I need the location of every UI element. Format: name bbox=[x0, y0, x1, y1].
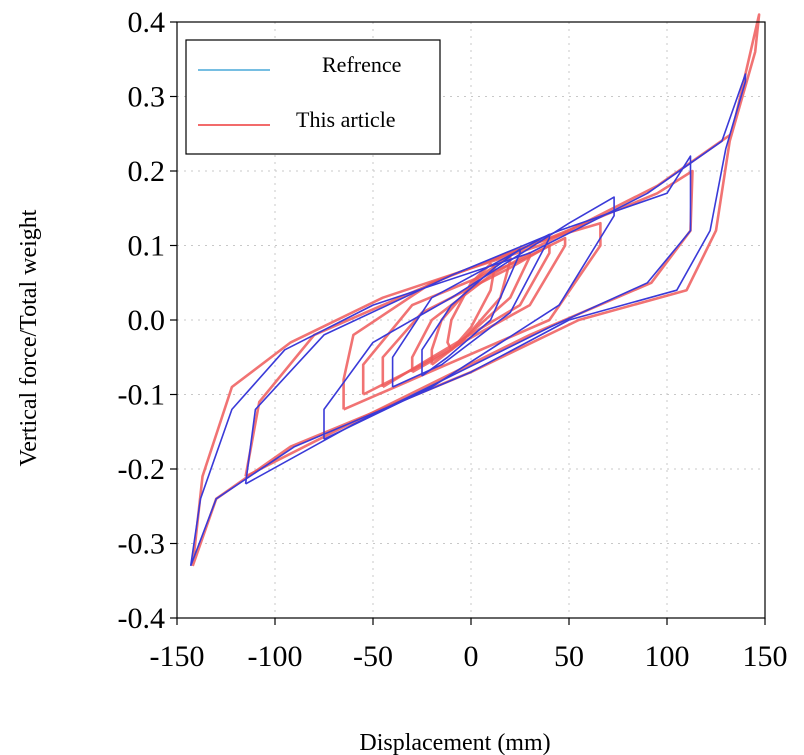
hysteresis-loop-refrence-4 bbox=[244, 155, 692, 485]
y-axis-title: Vertical force/Total weight bbox=[16, 209, 42, 466]
x-tick-label: 150 bbox=[743, 640, 788, 673]
x-tick-label: 0 bbox=[464, 640, 479, 673]
hysteresis-loop-this-article-7 bbox=[244, 169, 694, 478]
legend-label-this-article: This article bbox=[296, 107, 396, 132]
y-tick-label: 0.4 bbox=[128, 6, 166, 39]
hysteresis-loop-this-article-1 bbox=[446, 262, 496, 351]
y-tick-label: -0.3 bbox=[118, 528, 166, 561]
x-axis: -150 -100 -50 0 50 100 150 bbox=[150, 618, 788, 673]
x-tick-label: -150 bbox=[150, 640, 205, 673]
x-tick-label: -50 bbox=[353, 640, 393, 673]
legend-box bbox=[185, 39, 441, 155]
x-tick-label: 50 bbox=[554, 640, 584, 673]
y-tick-label: -0.2 bbox=[118, 453, 166, 486]
y-tick-label: 0.1 bbox=[128, 230, 166, 263]
legend-label-refrence: Refrence bbox=[322, 52, 401, 77]
legend: Refrence This article bbox=[185, 39, 441, 155]
y-tick-label: 0.0 bbox=[128, 304, 166, 337]
hysteresis-loop-this-article-5 bbox=[361, 236, 567, 396]
series-layer bbox=[189, 13, 761, 567]
x-tick-label: 100 bbox=[645, 640, 690, 673]
y-axis: -0.4 -0.3 -0.2 -0.1 0.0 0.1 0.2 0.3 0.4 bbox=[118, 6, 177, 635]
x-axis-title: Displacement (mm) bbox=[359, 730, 550, 755]
hysteresis-loop-refrence-5 bbox=[189, 73, 747, 567]
y-tick-label: -0.1 bbox=[118, 379, 166, 412]
x-tick-label: -100 bbox=[248, 640, 303, 673]
y-tick-label: -0.4 bbox=[118, 602, 166, 635]
series-refrence bbox=[189, 73, 747, 567]
y-tick-label: 0.3 bbox=[128, 81, 166, 114]
y-tick-label: 0.2 bbox=[128, 155, 166, 188]
hysteresis-loop-refrence-3 bbox=[323, 196, 615, 440]
